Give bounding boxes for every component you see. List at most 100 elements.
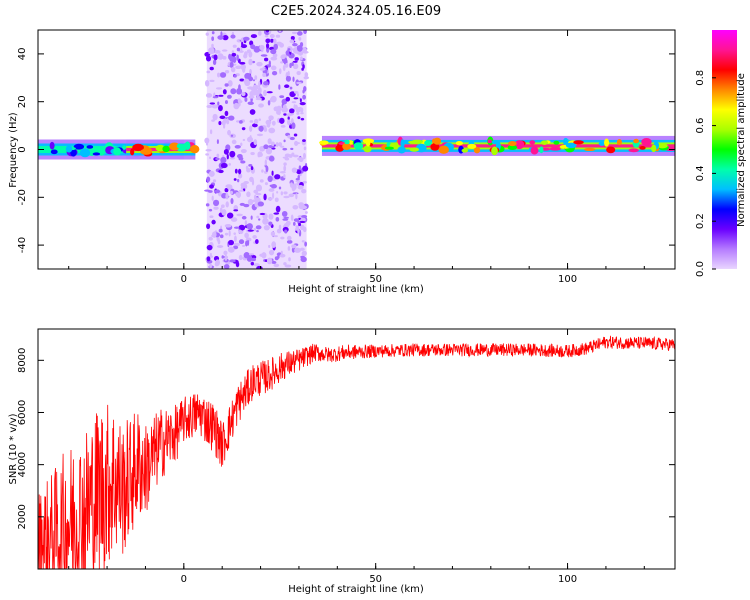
- noise-speckle: [216, 153, 220, 158]
- noise-speckle: [233, 226, 240, 229]
- noise-speckle: [243, 181, 249, 185]
- carrier-blotch: [353, 142, 364, 150]
- noise-speckle: [256, 61, 263, 67]
- noise-speckle: [291, 244, 297, 249]
- noise-speckle: [234, 144, 241, 149]
- noise-speckle: [231, 52, 237, 57]
- carrier-blotch: [190, 144, 200, 154]
- noise-speckle: [271, 170, 274, 176]
- noise-speckle: [271, 241, 277, 249]
- noise-speckle: [273, 263, 280, 268]
- noise-speckle: [218, 105, 223, 112]
- noise-speckle: [223, 264, 230, 269]
- noise-speckle: [256, 229, 259, 233]
- noise-speckle: [280, 55, 286, 60]
- noise-speckle: [283, 174, 286, 179]
- carrier-blotch: [344, 139, 350, 145]
- noise-speckle: [236, 88, 243, 95]
- carrier-blotch: [408, 140, 420, 144]
- noise-speckle: [281, 107, 289, 113]
- noise-speckle: [223, 148, 229, 155]
- noise-speckle: [283, 191, 288, 195]
- carrier-blotch: [438, 145, 450, 154]
- noise-speckle: [289, 62, 292, 69]
- noise-speckle: [301, 67, 304, 71]
- noise-speckle: [276, 190, 279, 194]
- noise-speckle: [227, 80, 233, 87]
- noise-speckle: [209, 102, 216, 105]
- noise-speckle: [238, 168, 242, 175]
- noise-speckle: [300, 117, 305, 121]
- colorbar-tick-label: 0.6: [695, 118, 706, 134]
- noise-speckle: [220, 31, 223, 37]
- spectrogram-x-ticks: 0 50 100: [68, 30, 645, 285]
- noise-speckle: [212, 113, 218, 121]
- noise-speckle: [253, 118, 259, 125]
- noise-speckle: [241, 127, 246, 131]
- snr-panel: 0 50 100 2000 4000 6000 8000 Height of straig…: [8, 328, 676, 595]
- noise-speckle: [234, 235, 237, 243]
- carrier-blotch: [529, 140, 536, 145]
- noise-speckle: [277, 255, 280, 259]
- noise-speckle: [259, 44, 265, 51]
- noise-speckle: [222, 89, 227, 95]
- carrier-blotch: [400, 139, 405, 148]
- carrier-blotch: [584, 147, 596, 152]
- noise-speckle: [279, 117, 285, 124]
- carrier-blotch: [539, 146, 544, 154]
- noise-speckle: [224, 100, 228, 105]
- noise-speckle: [225, 192, 229, 200]
- noise-speckle: [285, 75, 292, 82]
- noise-speckle: [253, 194, 257, 200]
- noise-speckle: [298, 36, 302, 41]
- noise-speckle: [242, 138, 246, 142]
- noise-speckle: [289, 108, 295, 114]
- noise-speckle: [251, 179, 255, 186]
- noise-speckle: [286, 119, 291, 126]
- noise-speckle: [301, 240, 305, 243]
- noise-speckle: [208, 52, 215, 55]
- noise-speckle: [283, 139, 286, 143]
- noise-speckle: [230, 134, 234, 137]
- noise-speckle: [297, 227, 300, 234]
- noise-speckle: [268, 221, 273, 226]
- noise-speckle: [211, 231, 217, 238]
- noise-speckle: [215, 87, 223, 90]
- spectrogram-x-tick-label: 0: [181, 274, 187, 285]
- carrier-blotch: [122, 145, 127, 150]
- noise-speckle: [221, 49, 228, 52]
- noise-speckle: [238, 254, 243, 261]
- carrier-blotch: [50, 149, 58, 155]
- snr-x-tick-label: 100: [558, 574, 577, 585]
- carrier-blotch: [641, 137, 652, 146]
- noise-speckle: [291, 185, 296, 192]
- noise-speckle: [236, 213, 243, 217]
- noise-speckle: [253, 228, 257, 232]
- noise-speckle: [284, 84, 290, 88]
- spectrogram-y-tick-label: -20: [17, 189, 28, 205]
- noise-speckle: [265, 147, 273, 155]
- noise-speckle: [284, 229, 288, 234]
- noise-speckle: [232, 44, 237, 48]
- noise-speckle: [268, 155, 275, 162]
- noise-speckle: [304, 72, 309, 78]
- carrier-blotch: [573, 140, 584, 145]
- noise-speckle: [219, 72, 227, 78]
- noise-speckle: [274, 197, 279, 203]
- snr-y-tick-label: 8000: [17, 348, 28, 373]
- noise-speckle: [298, 222, 302, 227]
- carrier-blotch: [176, 143, 182, 149]
- spectrogram-x-tick-label: 100: [558, 274, 577, 285]
- noise-speckle: [255, 239, 259, 245]
- noise-speckle: [217, 53, 224, 60]
- noise-speckle: [211, 104, 219, 109]
- noise-speckle: [286, 235, 292, 241]
- noise-speckle: [283, 262, 287, 266]
- noise-speckle: [264, 182, 269, 186]
- noise-speckle: [280, 191, 284, 196]
- noise-speckle: [228, 239, 234, 246]
- noise-speckle: [248, 58, 253, 66]
- noise-speckle: [302, 165, 309, 172]
- noise-speckle: [249, 120, 254, 123]
- noise-speckle: [263, 89, 267, 97]
